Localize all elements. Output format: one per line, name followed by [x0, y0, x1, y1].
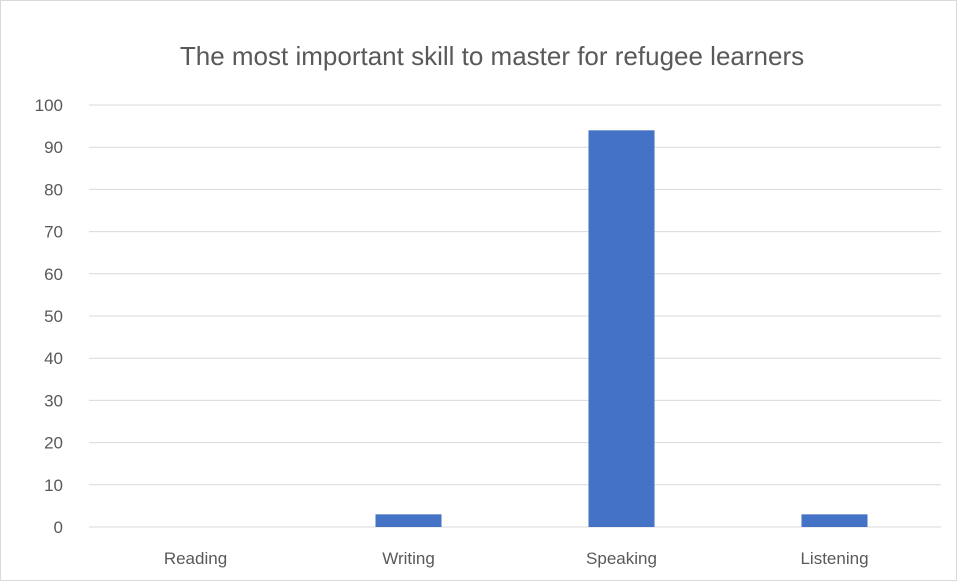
- chart-title: The most important skill to master for r…: [180, 41, 804, 71]
- y-tick-label: 80: [44, 180, 63, 199]
- x-axis-ticks: Reading Writing Speaking Listening: [164, 549, 869, 568]
- bar-speaking: [588, 130, 655, 527]
- y-tick-label: 50: [44, 307, 63, 326]
- x-tick-label-reading: Reading: [164, 549, 227, 568]
- bars: [375, 130, 868, 527]
- y-tick-label: 70: [44, 223, 63, 242]
- y-tick-label: 100: [35, 96, 63, 115]
- bar-writing: [375, 514, 442, 527]
- y-tick-label: 90: [44, 138, 63, 157]
- y-axis-ticks: 0 10 20 30 40 50 60 70 80 90 100: [35, 96, 63, 537]
- y-tick-label: 20: [44, 434, 63, 453]
- y-tick-label: 40: [44, 349, 63, 368]
- y-tick-label: 60: [44, 265, 63, 284]
- y-tick-label: 10: [44, 476, 63, 495]
- x-tick-label-listening: Listening: [800, 549, 868, 568]
- y-tick-label: 0: [54, 518, 63, 537]
- x-tick-label-writing: Writing: [382, 549, 435, 568]
- bar-listening: [801, 514, 868, 527]
- gridlines: [89, 104, 941, 528]
- y-tick-label: 30: [44, 391, 63, 410]
- x-tick-label-speaking: Speaking: [586, 549, 657, 568]
